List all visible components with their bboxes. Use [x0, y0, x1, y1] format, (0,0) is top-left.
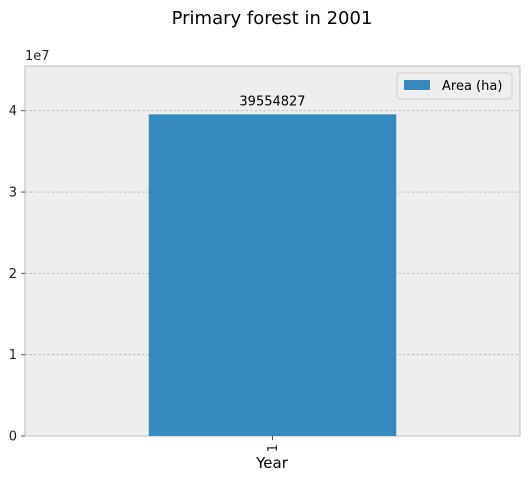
y-tick-label: 2	[9, 267, 17, 282]
bar-value-label: 39554827	[239, 94, 305, 109]
legend-label: Area (ha)	[442, 79, 502, 94]
x-tick-label: 1	[266, 444, 281, 452]
y-ticks: 0 1 2 3 4	[9, 104, 25, 445]
legend: Area (ha)	[396, 72, 513, 100]
x-axis-label: Year	[255, 454, 289, 472]
y-tick-label: 3	[9, 186, 17, 201]
x-ticks: 1	[266, 436, 281, 452]
chart-title: Primary forest in 2001	[172, 8, 373, 29]
y-tick-label: 1	[9, 348, 17, 363]
y-offset-text: 1e7	[25, 49, 50, 64]
bar	[148, 114, 397, 436]
bars: 39554827	[148, 94, 397, 436]
legend-frame	[396, 72, 513, 100]
y-tick-label: 0	[9, 430, 17, 445]
y-tick-label: 4	[9, 104, 17, 119]
legend-swatch	[404, 80, 430, 90]
